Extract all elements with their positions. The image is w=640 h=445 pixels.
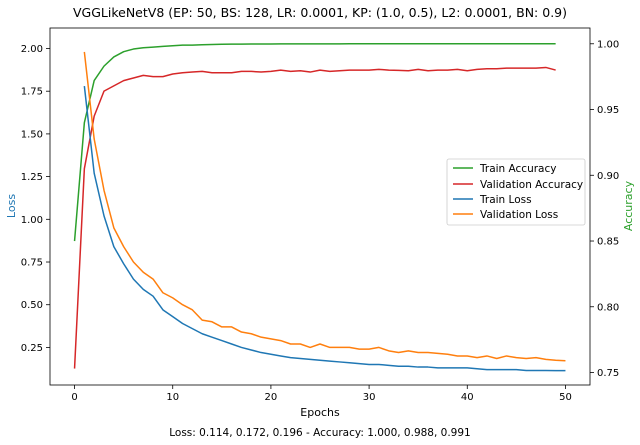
legend-item-train-loss: Train Loss: [453, 194, 532, 206]
left-y-axis-title: Loss: [5, 194, 18, 218]
right-y-axis: 0.75 0.80 0.85 0.90 0.95 1.00: [590, 39, 619, 379]
left-y-tick-label: 2.00: [21, 44, 43, 55]
right-y-tick-label: 1.00: [597, 39, 619, 50]
right-y-tick-label: 0.75: [597, 368, 619, 379]
left-y-tick-label: 1.00: [21, 215, 43, 226]
svg-text:Validation Accuracy: Validation Accuracy: [480, 179, 583, 191]
legend-item-validation-accuracy: Validation Accuracy: [453, 179, 583, 191]
left-y-tick-label: 1.50: [21, 129, 43, 140]
legend-item-train-accuracy: Train Accuracy: [453, 163, 556, 175]
svg-text:Train Loss: Train Loss: [479, 194, 532, 206]
left-y-tick-label: 1.75: [21, 87, 43, 98]
validation-loss-line: [83, 51, 566, 362]
left-y-tick-label: 1.25: [21, 172, 43, 183]
svg-text:Train Accuracy: Train Accuracy: [479, 163, 556, 175]
chart-title: VGGLikeNetV8 (EP: 50, BS: 128, LR: 0.000…: [73, 5, 567, 20]
x-tick-label: 30: [363, 392, 376, 403]
series-lines: [73, 43, 566, 372]
legend-item-validation-loss: Validation Loss: [453, 209, 558, 221]
right-y-axis-title: Accuracy: [622, 180, 635, 231]
x-tick-label: 0: [71, 392, 77, 403]
x-axis: 0 10 20 30 40 50: [71, 385, 572, 403]
x-axis-title: Epochs: [300, 406, 340, 419]
left-y-tick-label: 0.75: [21, 258, 43, 269]
plot-frame: [49, 27, 591, 386]
validation-accuracy-line: [73, 66, 556, 369]
right-y-tick-label: 0.80: [597, 302, 619, 313]
x-tick-label: 20: [265, 392, 278, 403]
right-y-tick-label: 0.85: [597, 237, 619, 248]
left-y-tick-label: 0.25: [21, 343, 43, 354]
legend: Train Accuracy Validation Accuracy Train…: [446, 158, 586, 226]
x-tick-label: 50: [559, 392, 572, 403]
right-y-tick-label: 0.95: [597, 105, 619, 116]
x-tick-label: 10: [166, 392, 179, 403]
legend-box: [446, 158, 586, 226]
left-y-tick-label: 0.50: [21, 300, 43, 311]
left-y-axis: 0.25 0.50 0.75 1.00 1.25 1.50 1.75 2.00: [21, 44, 50, 354]
train-accuracy-line: [73, 43, 556, 242]
svg-text:Validation Loss: Validation Loss: [480, 209, 558, 221]
right-y-tick-label: 0.90: [597, 171, 619, 182]
train-loss-line: [83, 85, 566, 372]
metrics-footer: Loss: 0.114, 0.172, 0.196 - Accuracy: 1.…: [169, 427, 470, 439]
x-tick-label: 40: [461, 392, 474, 403]
